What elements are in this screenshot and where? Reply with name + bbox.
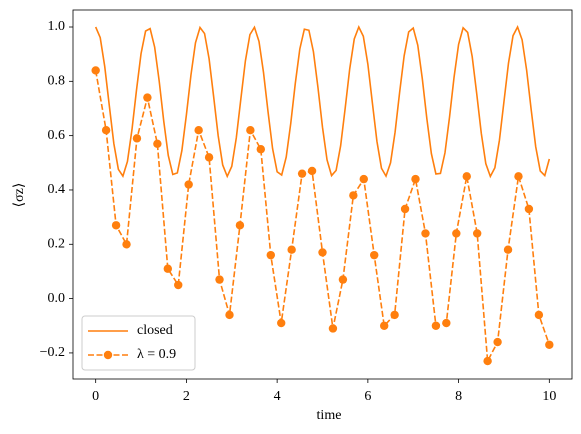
- data-point: [266, 250, 275, 260]
- data-point: [442, 318, 451, 328]
- data-point: [287, 245, 296, 254]
- data-point: [297, 169, 307, 178]
- data-point: [143, 93, 152, 102]
- series-line: [94, 24, 551, 179]
- data-point: [534, 310, 544, 320]
- data-point: [328, 324, 338, 333]
- data-point: [452, 229, 461, 238]
- data-point: [421, 229, 430, 238]
- y-tick-label: 1.0: [48, 19, 66, 34]
- data-point: [359, 174, 368, 184]
- legend-label: closed: [137, 323, 173, 338]
- y-tick-label: 0.4: [48, 182, 66, 197]
- legend-marker: [103, 350, 113, 360]
- data-point: [184, 180, 193, 189]
- data-point: [472, 229, 482, 238]
- data-point: [91, 66, 100, 75]
- y-axis-label: ⟨σz⟩: [12, 183, 27, 208]
- data-point: [235, 221, 245, 230]
- data-point: [204, 153, 214, 162]
- data-point: [132, 134, 142, 143]
- data-point: [411, 174, 420, 184]
- data-point: [307, 166, 317, 176]
- data-point: [514, 172, 523, 181]
- data-point: [370, 250, 379, 260]
- data-point: [122, 240, 131, 249]
- data-point: [277, 318, 286, 328]
- data-point: [390, 310, 399, 320]
- x-axis-label: time: [317, 408, 342, 423]
- legend-label: λ = 0.9: [137, 347, 176, 362]
- data-point: [225, 310, 234, 320]
- data-point: [194, 126, 203, 135]
- y-tick-label: 0.0: [48, 291, 66, 306]
- data-point: [101, 126, 111, 135]
- data-point: [379, 321, 389, 330]
- data-point: [111, 221, 121, 230]
- data-point: [153, 139, 162, 148]
- y-tick-label: 0.8: [48, 74, 66, 89]
- x-tick-label: 4: [274, 389, 281, 404]
- x-tick-label: 8: [455, 389, 462, 404]
- data-point: [545, 340, 554, 349]
- y-tick-label: −0.2: [40, 345, 65, 360]
- data-point: [503, 245, 513, 254]
- data-point: [246, 126, 255, 135]
- x-tick-label: 6: [364, 389, 371, 404]
- y-tick-label: 0.6: [48, 128, 66, 143]
- x-tick-label: 0: [92, 389, 99, 404]
- data-point: [483, 356, 492, 366]
- x-tick-label: 10: [542, 389, 556, 404]
- data-point: [163, 264, 173, 273]
- data-point: [431, 321, 441, 330]
- data-point: [493, 337, 502, 347]
- data-point: [318, 248, 327, 257]
- x-tick-label: 2: [183, 389, 190, 404]
- data-point: [462, 172, 471, 181]
- data-point: [256, 145, 266, 154]
- y-tick-label: 0.2: [48, 237, 66, 252]
- data-point: [400, 204, 410, 214]
- plot-frame: [72, 9, 573, 380]
- data-point: [215, 275, 224, 284]
- data-point: [524, 204, 534, 214]
- data-point: [349, 191, 358, 200]
- data-point: [338, 275, 348, 284]
- data-point: [174, 280, 183, 290]
